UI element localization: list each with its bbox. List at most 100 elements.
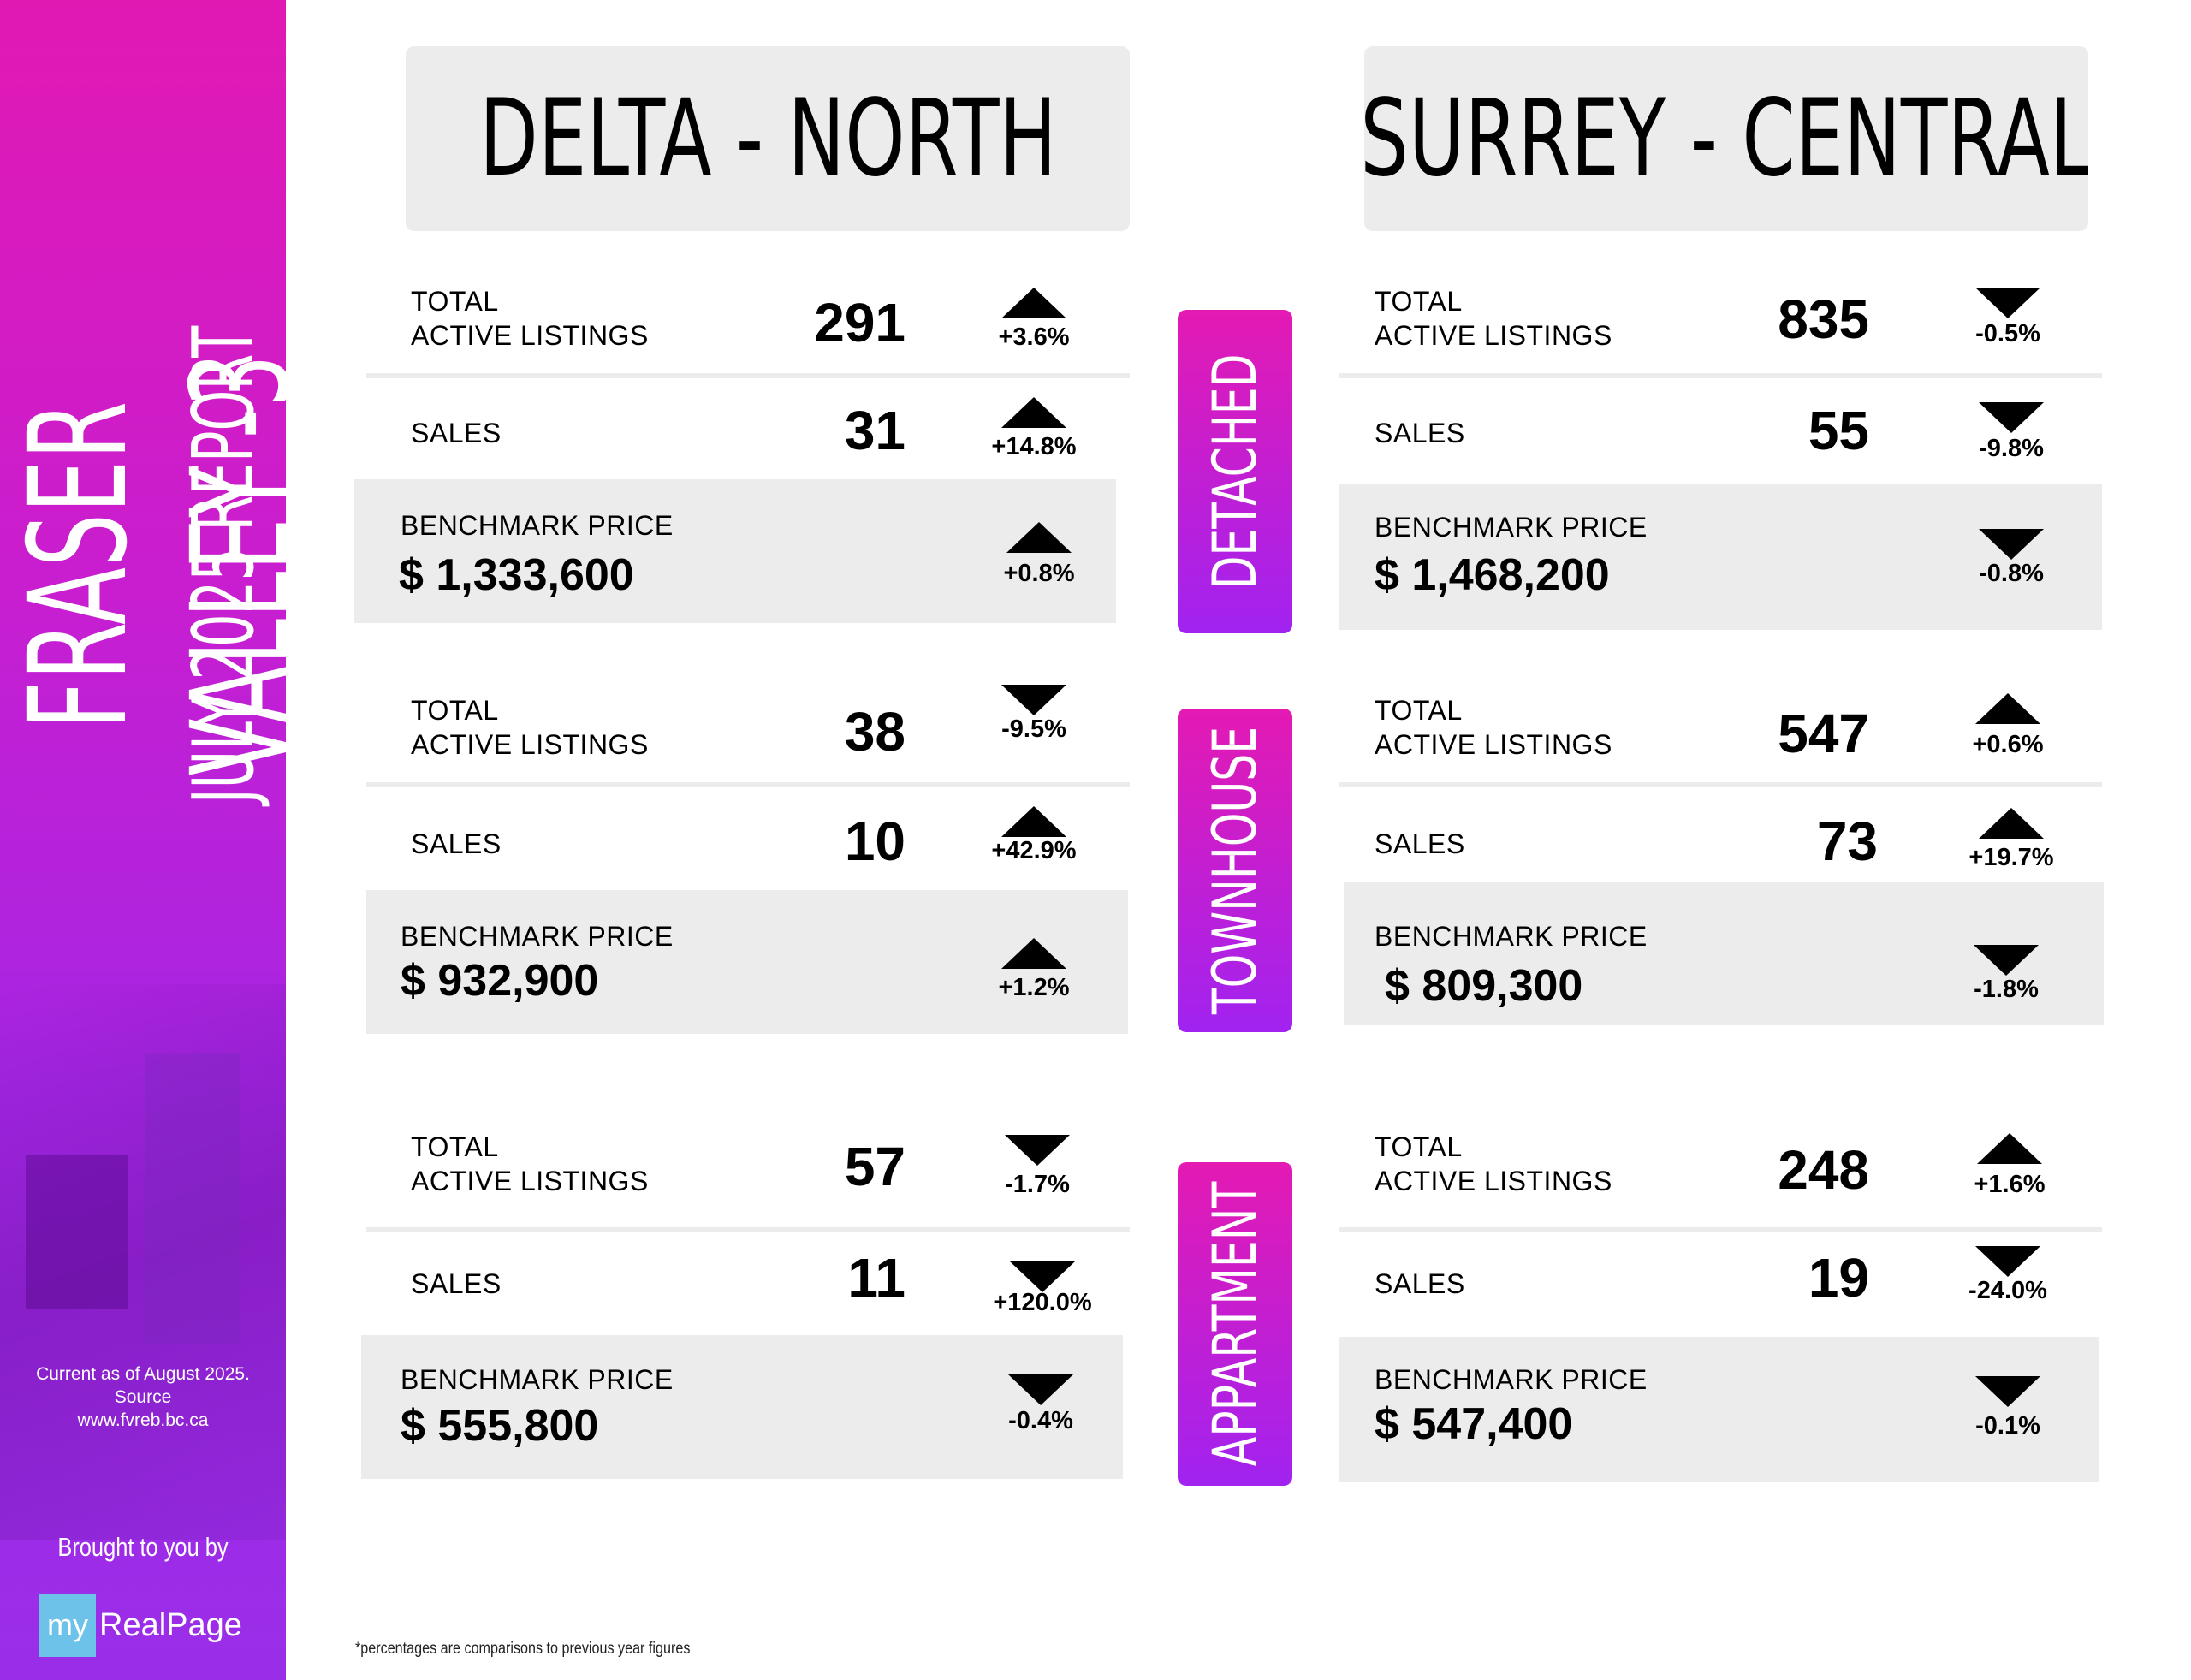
stat-row-benchmark: BENCHMARK PRICE $ 932,900 +1.2% — [366, 890, 1128, 1034]
stat-value: 31 — [844, 400, 905, 461]
stat-row-benchmark: BENCHMARK PRICE $ 1,468,200 -0.8% — [1339, 484, 2102, 630]
stat-label: SALES — [411, 1268, 502, 1299]
label-line: TOTAL — [1375, 286, 1463, 317]
stat-row-sales: SALES 11 +120.0% — [366, 1232, 1130, 1333]
region-header-left: DELTA - NORTH — [406, 46, 1130, 231]
stat-row-listings: TOTAL ACTIVE LISTINGS 291 +3.6% — [366, 272, 1130, 378]
stat-change: +0.6% — [1972, 731, 2044, 758]
trend-arrow-icon — [1001, 397, 1066, 428]
trend-arrow-icon — [1010, 1261, 1075, 1292]
sidebar-texture-block — [145, 1053, 240, 1344]
stat-value: 10 — [844, 810, 905, 872]
trend-arrow-icon — [1005, 1135, 1070, 1166]
trend-arrow-icon — [1001, 806, 1066, 837]
stat-label: BENCHMARK PRICE — [401, 510, 674, 541]
stat-row-listings: TOTAL ACTIVE LISTINGS 835 -0.5% — [1339, 272, 2102, 378]
label-line: TOTAL — [411, 695, 499, 726]
stat-label: TOTAL ACTIVE LISTINGS — [411, 693, 649, 762]
stat-change: +120.0% — [993, 1289, 1092, 1316]
trend-arrow-icon — [1975, 1376, 2040, 1407]
trend-arrow-icon — [1001, 938, 1066, 969]
stat-row-listings: TOTAL ACTIVE LISTINGS 248 +1.6% — [1339, 1128, 2102, 1232]
stat-label: TOTAL ACTIVE LISTINGS — [411, 1130, 649, 1198]
stat-label: BENCHMARK PRICE — [1375, 921, 1648, 952]
stat-label: BENCHMARK PRICE — [1375, 512, 1648, 543]
label-line: ACTIVE LISTINGS — [411, 729, 649, 760]
trend-arrow-icon — [1979, 808, 2044, 839]
stat-change: -0.8% — [1979, 560, 2044, 587]
stat-value: 11 — [847, 1247, 905, 1309]
stat-change: -24.0% — [1968, 1277, 2047, 1304]
stat-label: SALES — [411, 828, 502, 859]
stat-row-sales: SALES 55 -9.8% — [1339, 378, 2102, 484]
stat-change: +42.9% — [991, 837, 1077, 864]
stat-row-sales: SALES 19 -24.0% — [1339, 1232, 2102, 1333]
stat-value: 38 — [844, 701, 905, 763]
stat-value: 57 — [844, 1136, 905, 1197]
stat-row-listings: TOTAL ACTIVE LISTINGS 57 -1.7% — [366, 1128, 1130, 1232]
stat-label: TOTAL ACTIVE LISTINGS — [1375, 693, 1612, 762]
stat-value: 73 — [1816, 810, 1878, 872]
stat-row-benchmark: BENCHMARK PRICE $ 809,300 -1.8% — [1344, 882, 2104, 1025]
stat-change: +3.6% — [998, 324, 1070, 351]
benchmark-price: $ 547,400 — [1375, 1399, 1573, 1449]
category-tab-detached: DETACHED — [1178, 310, 1292, 633]
stat-label: TOTAL ACTIVE LISTINGS — [1375, 284, 1612, 353]
brought-by-label: Brought to you by — [57, 1532, 229, 1562]
footnote: *percentages are comparisons to previous… — [355, 1640, 691, 1658]
sidebar-texture — [0, 984, 286, 1540]
region-title-left: DELTA - NORTH — [478, 77, 1057, 200]
stat-change: +1.2% — [998, 974, 1070, 1001]
stat-row-sales: SALES 31 +14.8% — [366, 378, 1130, 479]
trend-arrow-icon — [1006, 522, 1072, 553]
benchmark-price: $ 555,800 — [401, 1401, 599, 1451]
category-tab-townhouse: TOWNHOUSE — [1178, 709, 1292, 1032]
stat-label: SALES — [1375, 418, 1465, 448]
benchmark-price: $ 809,300 — [1385, 961, 1583, 1011]
stat-change: -9.5% — [1001, 715, 1066, 743]
label-line: ACTIVE LISTINGS — [1375, 1166, 1612, 1196]
trend-arrow-icon — [1975, 288, 2040, 318]
stat-label: SALES — [411, 418, 502, 448]
benchmark-price: $ 932,900 — [401, 956, 599, 1006]
category-label: TOWNHOUSE — [1200, 726, 1270, 1015]
stat-row-sales: SALES 10 +42.9% — [366, 787, 1130, 888]
stat-label: TOTAL ACTIVE LISTINGS — [411, 284, 649, 353]
trend-arrow-icon — [1008, 1374, 1073, 1405]
trend-arrow-icon — [1979, 529, 2044, 560]
trend-arrow-icon — [1975, 693, 2040, 724]
trend-arrow-icon — [1974, 945, 2039, 976]
stat-change: +0.8% — [1003, 560, 1075, 587]
label-line: ACTIVE LISTINGS — [1375, 320, 1612, 351]
trend-arrow-icon — [1975, 1246, 2040, 1277]
trend-arrow-icon — [1977, 1133, 2042, 1164]
report-subtitle: JULY 2025 REPORT — [175, 325, 273, 804]
trend-arrow-icon — [1001, 288, 1066, 318]
stat-value: 835 — [1778, 288, 1869, 350]
stat-change: -0.4% — [1008, 1407, 1073, 1434]
trend-arrow-icon — [1001, 685, 1066, 715]
stat-label: SALES — [1375, 1268, 1465, 1299]
stat-row-benchmark: BENCHMARK PRICE $ 555,800 -0.4% — [361, 1335, 1123, 1479]
stat-row-benchmark: BENCHMARK PRICE $ 547,400 -0.1% — [1339, 1337, 2099, 1482]
label-line: ACTIVE LISTINGS — [411, 320, 649, 351]
stat-label: BENCHMARK PRICE — [401, 921, 674, 952]
stat-value: 248 — [1778, 1139, 1869, 1201]
stat-row-sales: SALES 73 +19.7% — [1339, 787, 2102, 882]
stat-value: 19 — [1808, 1247, 1869, 1309]
stat-value: 55 — [1808, 400, 1869, 461]
sidebar-texture-block — [26, 1155, 128, 1309]
source-note-line: Current as of August 2025. Source — [36, 1364, 250, 1407]
stat-label: BENCHMARK PRICE — [401, 1364, 674, 1395]
trend-arrow-icon — [1979, 402, 2044, 433]
stat-change: -1.8% — [1974, 976, 2039, 1003]
source-note-url: www.fvreb.bc.ca — [77, 1410, 209, 1430]
source-note: Current as of August 2025. Source www.fv… — [9, 1362, 277, 1432]
sidebar: FRASER VALLEY -3 JULY 2025 REPORT Curren… — [0, 0, 286, 1680]
benchmark-price: $ 1,333,600 — [399, 550, 634, 600]
region-header-right: SURREY - CENTRAL — [1364, 46, 2088, 231]
stat-change: -0.5% — [1975, 320, 2040, 347]
stat-change: +1.6% — [1974, 1171, 2046, 1198]
report-title: FRASER VALLEY -3 — [0, 353, 286, 776]
stat-change: +14.8% — [991, 433, 1077, 460]
